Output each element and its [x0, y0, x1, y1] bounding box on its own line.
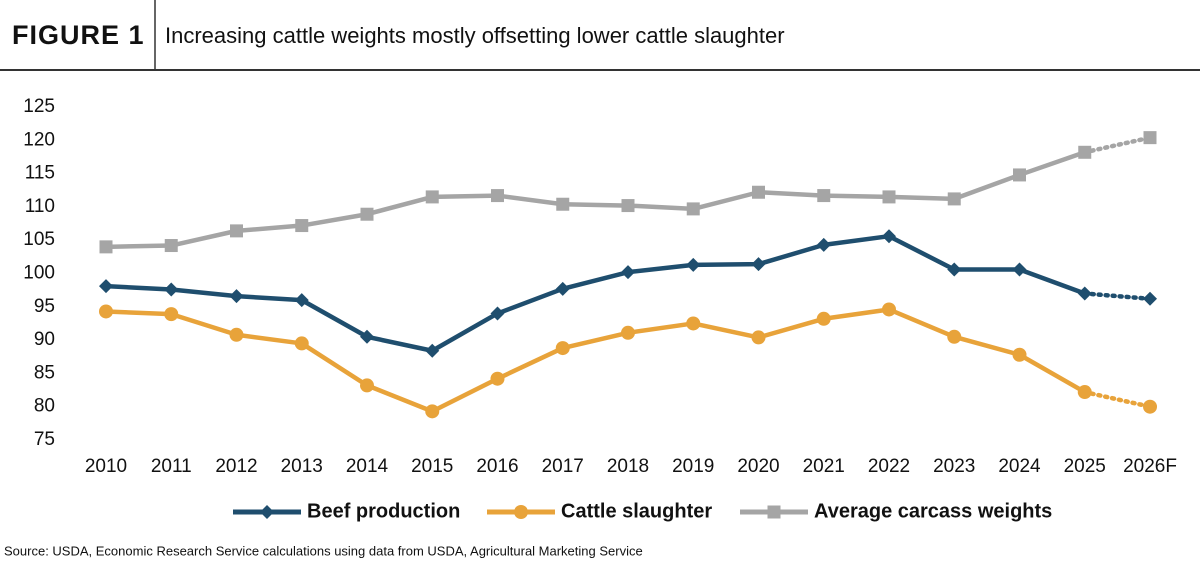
marker — [882, 229, 896, 244]
marker — [164, 239, 178, 253]
marker — [752, 185, 765, 199]
y-tick-label: 120 — [23, 129, 55, 150]
x-tick-label: 2025 — [1064, 456, 1106, 477]
y-tick-label: 80 — [34, 396, 55, 417]
marker — [360, 329, 374, 344]
marker — [686, 316, 701, 331]
marker — [164, 307, 179, 322]
forecast-line — [1082, 135, 1153, 155]
marker — [99, 240, 113, 254]
x-tick-label: 2022 — [868, 456, 910, 477]
marker — [621, 199, 635, 213]
marker — [751, 257, 766, 272]
marker — [295, 219, 309, 233]
x-tick-label: 2026F — [1123, 456, 1177, 477]
marker — [229, 327, 244, 342]
forecast-line — [1082, 291, 1153, 302]
marker — [1012, 347, 1027, 362]
x-tick-label: 2014 — [346, 456, 389, 477]
x-tick-label: 2018 — [607, 456, 649, 477]
marker — [621, 325, 635, 340]
y-tick-label: 95 — [34, 296, 55, 317]
marker — [555, 281, 570, 296]
marker — [882, 190, 896, 204]
header — [0, 0, 1200, 70]
marker — [1077, 286, 1092, 301]
legend-marker — [514, 505, 528, 519]
x-tick-label: 2017 — [542, 456, 584, 477]
legend-marker — [767, 505, 781, 519]
legend-label: Beef production — [307, 500, 460, 522]
marker — [164, 282, 179, 297]
x-tick-label: 2020 — [737, 456, 779, 477]
marker — [425, 404, 440, 419]
marker — [817, 189, 831, 203]
chart-title: Increasing cattle weights mostly offsett… — [165, 23, 785, 48]
marker — [816, 311, 831, 326]
source-note: Source: USDA, Economic Research Service … — [4, 543, 643, 558]
x-tick-label: 2011 — [151, 456, 192, 477]
marker — [1012, 262, 1027, 277]
marker — [99, 279, 113, 294]
x-tick-label: 2015 — [411, 456, 453, 477]
marker — [621, 265, 635, 280]
y-tick-label: 75 — [34, 429, 55, 450]
y-tick-label: 90 — [34, 329, 55, 350]
y-tick-label: 125 — [23, 96, 55, 117]
marker — [491, 189, 504, 203]
marker — [1143, 399, 1157, 414]
x-tick-label: 2019 — [672, 456, 714, 477]
marker — [947, 192, 961, 206]
marker — [425, 343, 440, 358]
y-tick-label: 115 — [25, 163, 55, 184]
marker — [1013, 168, 1026, 182]
y-tick-label: 85 — [34, 362, 55, 383]
legend-label: Average carcass weights — [814, 500, 1052, 522]
figure-label: FIGURE 1 — [12, 20, 145, 50]
series-line — [105, 233, 1086, 354]
marker — [947, 329, 962, 344]
marker — [947, 262, 962, 277]
marker — [229, 289, 244, 304]
marker — [360, 207, 374, 221]
marker — [230, 224, 243, 238]
legend-marker — [260, 505, 274, 519]
marker — [1078, 145, 1092, 159]
x-tick-label: 2016 — [476, 456, 518, 477]
series-line — [105, 150, 1086, 250]
legend-label: Cattle slaughter — [561, 500, 712, 522]
marker — [490, 371, 505, 386]
marker — [294, 293, 309, 308]
x-tick-label: 2012 — [215, 456, 257, 477]
x-tick-label: 2023 — [933, 456, 975, 477]
marker — [816, 237, 831, 252]
marker — [490, 306, 505, 321]
y-tick-label: 110 — [25, 196, 55, 217]
marker — [882, 302, 896, 317]
marker — [1143, 131, 1157, 145]
series-line — [105, 307, 1086, 414]
marker — [1143, 291, 1157, 306]
x-tick-label: 2021 — [803, 456, 845, 477]
marker — [294, 336, 309, 351]
x-tick-label: 2013 — [281, 456, 323, 477]
marker — [555, 341, 570, 356]
marker — [1077, 385, 1092, 400]
x-tick-label: 2010 — [85, 456, 127, 477]
marker — [686, 257, 701, 272]
x-tick-label: 2024 — [998, 456, 1041, 477]
marker — [425, 190, 439, 204]
marker — [751, 330, 766, 345]
y-tick-label: 100 — [23, 263, 55, 284]
marker — [686, 202, 700, 216]
y-tick-label: 105 — [23, 229, 55, 250]
marker — [556, 197, 570, 211]
marker — [99, 304, 113, 319]
marker — [360, 378, 374, 393]
forecast-line — [1082, 389, 1153, 409]
